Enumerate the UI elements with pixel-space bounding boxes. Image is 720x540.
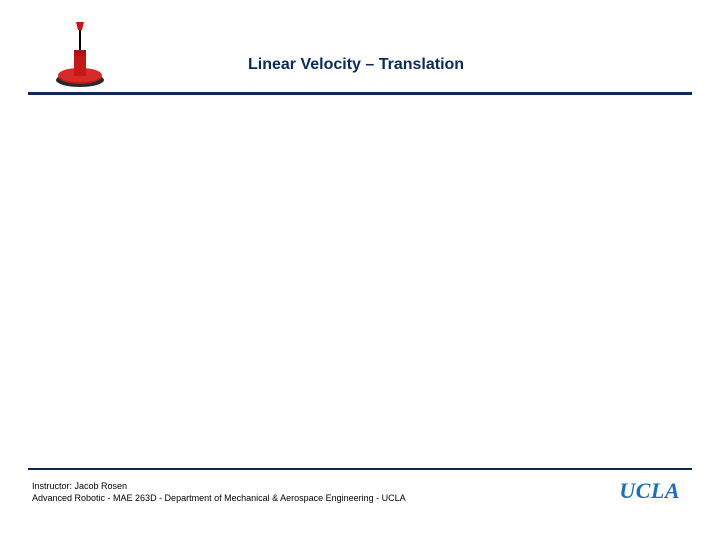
red-robot-icon: [52, 20, 108, 88]
slide-title: Linear Velocity – Translation: [248, 56, 464, 74]
footer-text: Instructor: Jacob Rosen Advanced Robotic…: [32, 480, 406, 504]
footer-line-course: Advanced Robotic - MAE 263D - Department…: [32, 492, 406, 504]
slide: Linear Velocity – Translation Instructor…: [0, 0, 720, 540]
title-divider: [28, 92, 692, 95]
footer-divider: [28, 468, 692, 470]
header: Linear Velocity – Translation: [28, 28, 692, 88]
ucla-logo: UCLA: [619, 478, 680, 504]
footer-line-instructor: Instructor: Jacob Rosen: [32, 480, 406, 492]
